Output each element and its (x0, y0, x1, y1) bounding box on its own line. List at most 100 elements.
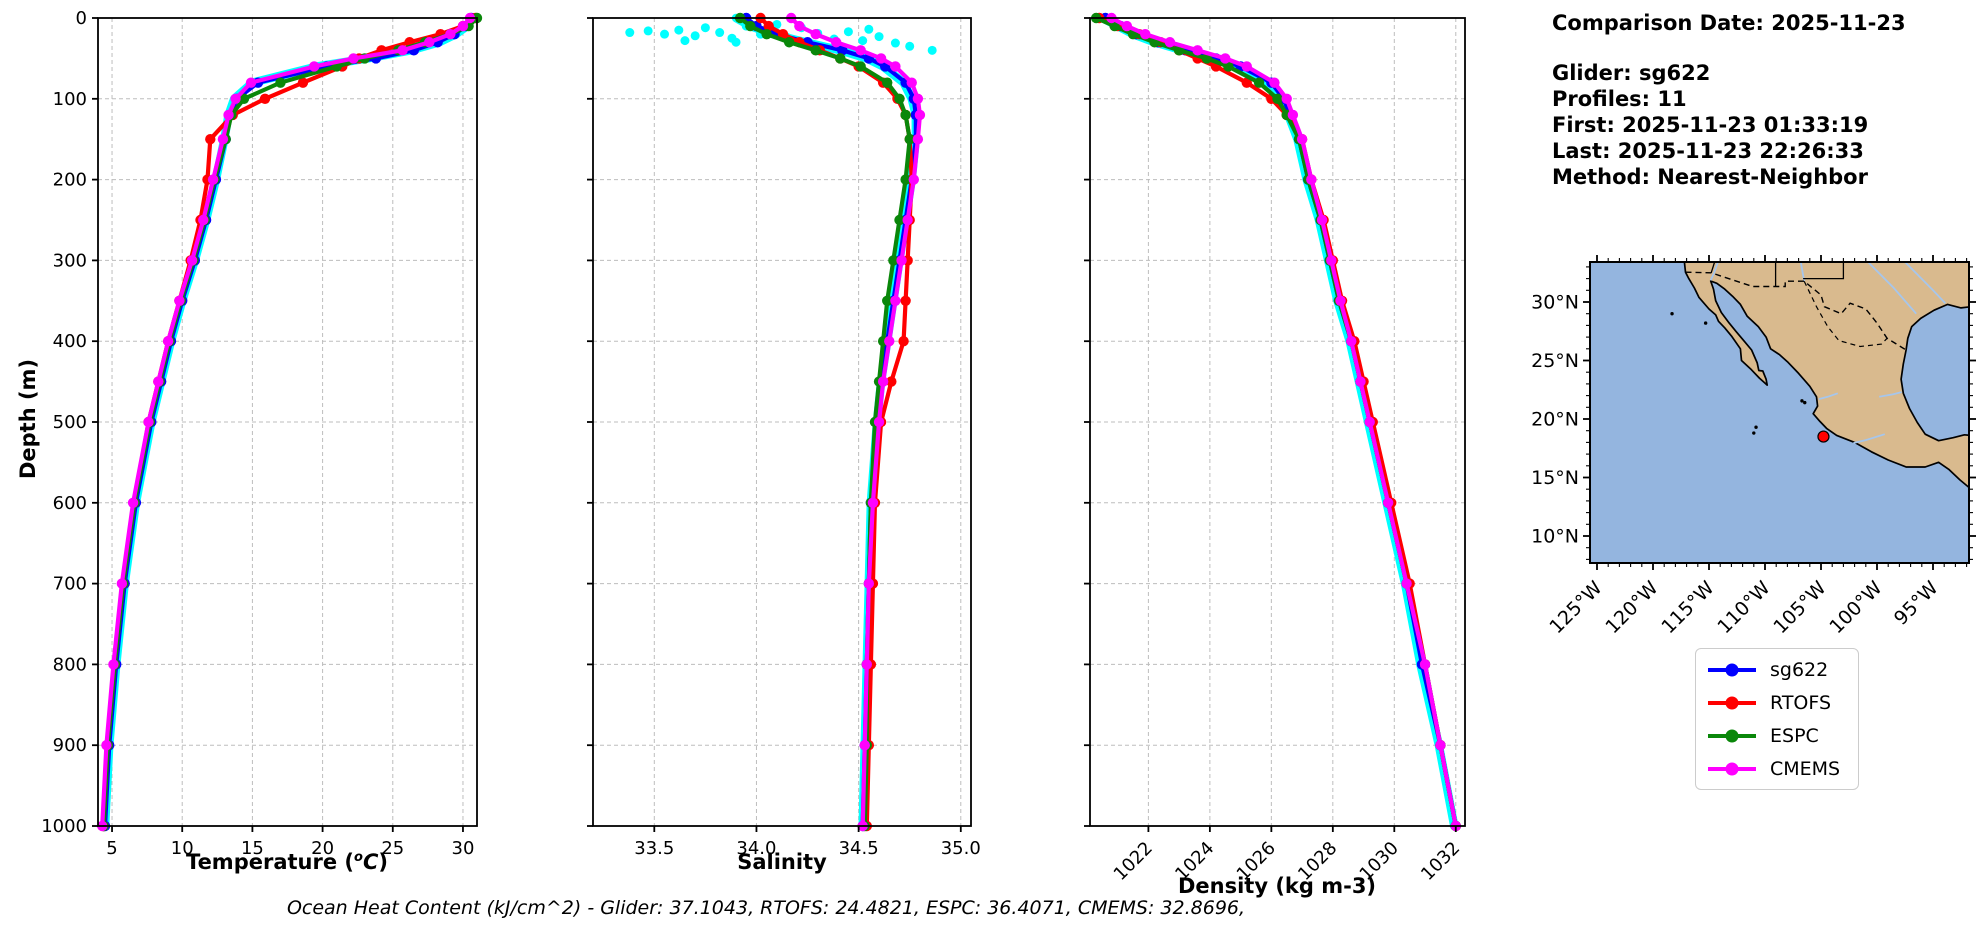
series-marker-ESPC (900, 109, 911, 121)
raw-glider-scatter-point (660, 29, 670, 39)
svg-text:900: 900 (53, 735, 87, 756)
map-lat-tick-label: 30°N (1531, 292, 1579, 314)
series-marker-ESPC (882, 77, 893, 88)
raw-glider-scatter-point (731, 37, 741, 47)
series-marker-CMEMS (143, 416, 154, 428)
island (1754, 425, 1758, 429)
svg-text:0: 0 (76, 8, 87, 29)
series-marker-CMEMS (908, 174, 919, 185)
series-marker-CMEMS (348, 53, 359, 64)
series-marker-CMEMS (162, 336, 174, 347)
series-marker-CMEMS (1316, 214, 1328, 226)
series-marker-CMEMS (896, 255, 907, 266)
legend-label-cmems: CMEMS (1770, 757, 1841, 780)
state-border (1803, 262, 1845, 280)
raw-glider-scatter-point (643, 26, 653, 36)
series-marker-ESPC (894, 93, 905, 105)
salinity-axis-label: Salinity (737, 850, 827, 874)
series-marker-CMEMS (207, 174, 219, 185)
raw-glider-scatter-point (874, 32, 884, 42)
temperature-axis-label-unit: C (362, 850, 379, 874)
series-marker-CMEMS (884, 336, 895, 347)
svg-text:33.5: 33.5 (634, 838, 674, 859)
river (1853, 433, 1886, 444)
series-marker-CMEMS (855, 45, 866, 56)
series-marker-RTOFS (259, 93, 271, 105)
series-marker-CMEMS (873, 416, 885, 428)
series-marker-RTOFS (1241, 77, 1252, 88)
series-marker-CMEMS (1287, 109, 1299, 121)
us-mexico-border (1685, 271, 1907, 351)
series-marker-CMEMS (877, 376, 889, 387)
series-marker-ESPC (1253, 77, 1265, 88)
temperature-profile-plot: 5 10 15 20 25 3001002003004005006007008009001… (41, 8, 483, 859)
legend-item-rtofs: RTOFS (1696, 692, 1858, 714)
series-marker-ESPC (238, 93, 250, 105)
series-marker-ESPC (1272, 93, 1283, 105)
salinity-profile-plot: 33.5 34.0 34.5 35.0 (587, 12, 981, 859)
svg-text:800: 800 (53, 654, 87, 675)
series-marker-CMEMS (245, 77, 257, 88)
series-marker-CMEMS (1192, 45, 1203, 56)
series-marker-CMEMS (1335, 295, 1346, 306)
series-marker-CMEMS (174, 295, 185, 306)
series-marker-ESPC (275, 77, 286, 88)
river (1867, 262, 1917, 315)
map-lat-tick-label: 20°N (1531, 409, 1579, 431)
series-marker-CMEMS (830, 37, 842, 48)
raw-glider-scatter-point (858, 36, 868, 46)
ocean-heat-content-caption: Ocean Heat Content (kJ/cm^2) - Glider: 3… (286, 897, 1246, 919)
series-marker-ESPC (783, 37, 795, 48)
series-marker-RTOFS (205, 134, 216, 145)
series-marker-ESPC (761, 28, 772, 40)
series-marker-CMEMS (445, 28, 456, 40)
river (1879, 391, 1902, 398)
raw-glider-scatter-point (674, 25, 684, 35)
series-marker-ESPC (888, 255, 899, 266)
map-lon-tick-label: 120°W (1601, 577, 1662, 638)
river (1904, 262, 1946, 304)
raw-glider-scatter-point (772, 19, 782, 29)
series-marker-ESPC (835, 53, 846, 64)
svg-text:5: 5 (106, 838, 117, 859)
series-marker-CMEMS (1140, 28, 1151, 40)
series-marker-ESPC (904, 134, 915, 145)
legend-label-rtofs: RTOFS (1770, 691, 1832, 714)
series-marker-ESPC (745, 20, 756, 32)
series-marker-CMEMS (1435, 740, 1446, 751)
series-marker-CMEMS (794, 20, 805, 32)
series-marker-CMEMS (1269, 77, 1280, 88)
series-marker-CMEMS (1220, 53, 1231, 64)
series-marker-ESPC (1223, 61, 1234, 72)
series-marker-CMEMS (875, 53, 887, 64)
method: Method: Nearest-Neighbor (1552, 165, 1868, 189)
svg-text:15: 15 (241, 838, 264, 859)
series-marker-RTOFS (898, 336, 909, 347)
series-marker-CMEMS (906, 77, 917, 88)
series-marker-CMEMS (108, 659, 119, 670)
svg-text:34.0: 34.0 (736, 838, 776, 859)
svg-text:25: 25 (381, 838, 404, 859)
map-lon-tick-label: 115°W (1657, 577, 1718, 638)
legend: sg622 RTOFS ESPC CMEMS (1695, 648, 1859, 790)
legend-item-cmems: CMEMS (1696, 758, 1858, 780)
raw-glider-scatter-point (890, 38, 900, 48)
raw-glider-scatter-point (690, 31, 700, 41)
raw-glider-scatter-point (843, 27, 853, 37)
series-marker-CMEMS (890, 61, 901, 72)
density-profile-plot: 1022 1024 1026 1028 1030 1032 (1084, 12, 1466, 885)
raw-glider-scatter-point (715, 28, 725, 38)
series-marker-CMEMS (912, 134, 924, 145)
raw-glider-scatter-point (864, 24, 874, 34)
series-line-RTOFS (1097, 15, 1458, 829)
series-marker-CMEMS (1419, 659, 1431, 670)
series-marker-CMEMS (424, 37, 435, 48)
series-marker-ESPC (855, 61, 866, 72)
series-marker-CMEMS (1241, 61, 1252, 72)
svg-text:500: 500 (53, 412, 87, 433)
metadata-panel: Comparison Date: 2025-11-23 Glider: sg62… (1552, 10, 1906, 190)
series-marker-CMEMS (902, 214, 913, 226)
state-border (1710, 262, 1716, 273)
